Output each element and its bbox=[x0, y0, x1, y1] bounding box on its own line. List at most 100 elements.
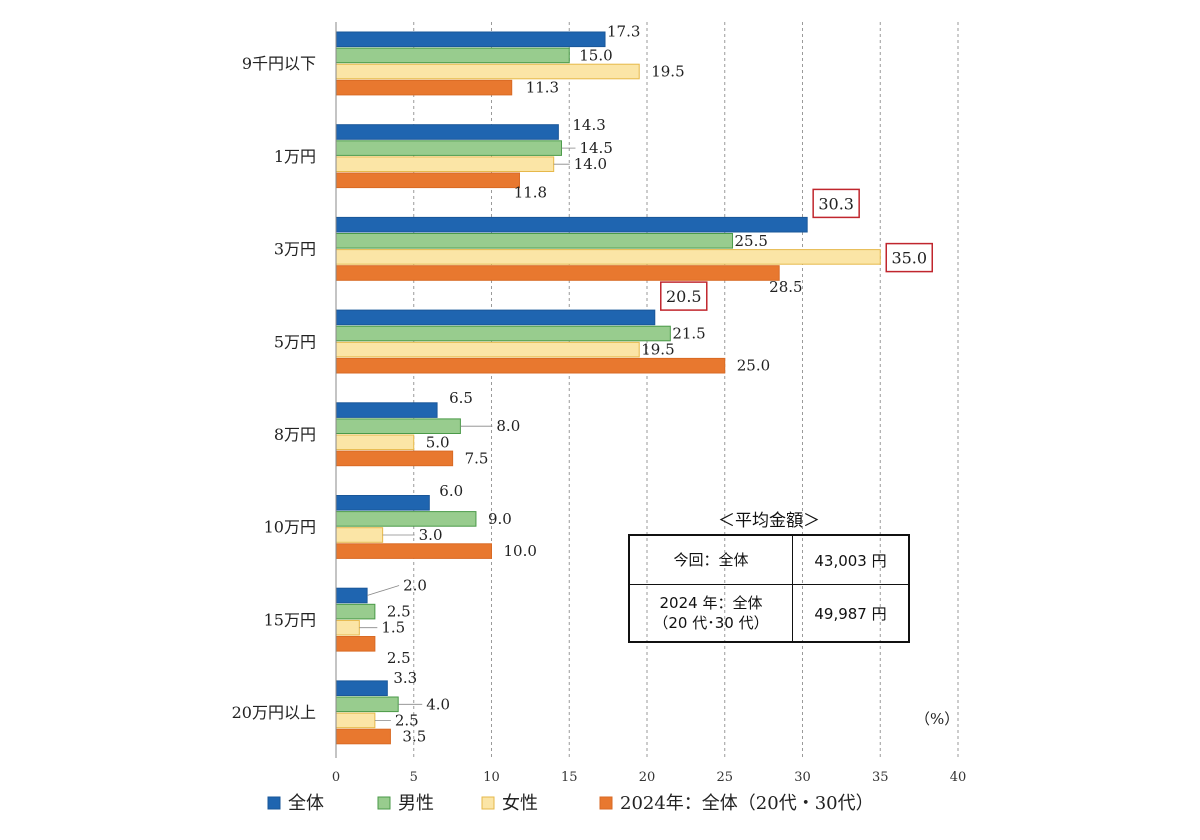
bar bbox=[335, 325, 671, 342]
bar bbox=[335, 233, 734, 249]
bar bbox=[335, 603, 376, 620]
bar bbox=[335, 47, 570, 64]
value-label: 4.0 bbox=[426, 695, 450, 713]
row-value: 43,003 円 bbox=[792, 534, 910, 585]
x-tick-label: 15 bbox=[561, 770, 578, 785]
bar bbox=[335, 140, 562, 156]
bar bbox=[335, 450, 454, 467]
bar bbox=[335, 341, 640, 358]
value-label: 6.5 bbox=[449, 389, 473, 407]
value-label: 1.5 bbox=[381, 619, 405, 637]
value-label: 14.5 bbox=[579, 139, 612, 157]
category-label: 8万円 bbox=[274, 425, 316, 444]
bar bbox=[335, 527, 384, 543]
value-label: 25.5 bbox=[735, 232, 768, 250]
bar bbox=[335, 156, 555, 172]
value-label: 19.5 bbox=[641, 341, 674, 359]
value-label: 28.5 bbox=[769, 278, 802, 296]
value-label: 2.5 bbox=[387, 603, 411, 621]
average-amount-table: 今回：全体 43,003 円 2024 年：全体 （20 代･30 代） 49,… bbox=[628, 534, 910, 643]
category-label: 15万円 bbox=[264, 610, 316, 629]
bar bbox=[335, 728, 391, 745]
x-tick-label: 0 bbox=[332, 770, 340, 785]
legend-label: 全体 bbox=[288, 793, 324, 814]
value-label: 14.3 bbox=[572, 116, 605, 134]
x-tick-label: 35 bbox=[872, 770, 889, 785]
legend-label: 男性 bbox=[398, 793, 434, 814]
bars bbox=[335, 31, 881, 745]
bar bbox=[335, 124, 559, 140]
bar bbox=[335, 543, 492, 559]
value-label: 19.5 bbox=[651, 63, 684, 81]
bar bbox=[335, 680, 388, 697]
legend-label: 2024年：全体（20代・30代） bbox=[620, 793, 874, 814]
value-label: 6.0 bbox=[439, 482, 463, 500]
value-label: 11.3 bbox=[526, 79, 559, 97]
legend-swatch bbox=[377, 796, 391, 810]
table-row: 今回：全体 43,003 円 bbox=[628, 534, 910, 585]
row-label-main: 2024 年：全体 bbox=[659, 594, 763, 612]
bar bbox=[335, 511, 477, 527]
bar bbox=[335, 357, 726, 374]
bar bbox=[335, 63, 640, 80]
value-label: 7.5 bbox=[465, 449, 489, 467]
value-label: 3.5 bbox=[402, 728, 426, 746]
x-tick-label: 10 bbox=[483, 770, 500, 785]
category-label: 10万円 bbox=[264, 518, 316, 537]
bar bbox=[335, 619, 360, 636]
average-amount-title: ＜平均金額＞ bbox=[718, 511, 820, 531]
bar bbox=[335, 434, 415, 451]
bar bbox=[335, 636, 376, 652]
bar bbox=[335, 402, 438, 418]
category-label: 5万円 bbox=[274, 332, 316, 351]
value-label: 11.8 bbox=[514, 183, 547, 201]
average-amount-box: ＜平均金額＞ 今回：全体 43,003 円 2024 年：全体 （20 代･30… bbox=[628, 508, 910, 643]
value-label: 35.0 bbox=[891, 249, 927, 268]
value-label: 10.0 bbox=[504, 542, 537, 560]
bar bbox=[335, 309, 656, 326]
bar bbox=[335, 495, 430, 511]
bar bbox=[335, 696, 399, 713]
legend-label: 女性 bbox=[502, 793, 538, 814]
value-label: 21.5 bbox=[672, 325, 705, 343]
x-tick-label: 5 bbox=[410, 770, 418, 785]
highlight-box bbox=[660, 281, 708, 311]
bar bbox=[335, 31, 606, 48]
legend-swatch bbox=[267, 796, 281, 810]
table-row: 2024 年：全体 （20 代･30 代） 49,987 円 bbox=[628, 584, 910, 643]
value-label: 2.5 bbox=[395, 711, 419, 729]
x-tick-label: 40 bbox=[950, 770, 967, 785]
value-label: 9.0 bbox=[488, 510, 512, 528]
highlight-box bbox=[812, 188, 860, 219]
row-label-sub: （20 代･30 代） bbox=[653, 614, 769, 632]
legend: 全体 男性 女性 2024年：全体（20代・30代） bbox=[267, 793, 874, 814]
legend-swatch bbox=[481, 796, 495, 810]
bar bbox=[335, 79, 513, 96]
x-unit-label: （%） bbox=[915, 710, 959, 728]
category-label: 1万円 bbox=[274, 147, 316, 166]
row-label: 今回：全体 bbox=[628, 534, 793, 585]
value-label: 2.0 bbox=[403, 577, 427, 595]
row-value: 49,987 円 bbox=[792, 584, 910, 643]
category-label: 20万円以上 bbox=[232, 703, 316, 722]
legend-swatch bbox=[599, 796, 613, 810]
bar bbox=[335, 249, 881, 265]
value-label: 17.3 bbox=[607, 22, 640, 40]
bar bbox=[335, 172, 520, 189]
x-tick-label: 30 bbox=[794, 770, 811, 785]
x-tick-label: 25 bbox=[716, 770, 733, 785]
bar bbox=[335, 712, 376, 729]
category-label: 3万円 bbox=[274, 240, 316, 259]
highlight-box bbox=[885, 242, 933, 273]
bar bbox=[335, 587, 368, 604]
value-label: 15.0 bbox=[579, 46, 612, 64]
bar bbox=[335, 216, 808, 233]
value-label: 8.0 bbox=[496, 417, 520, 435]
value-label: 5.0 bbox=[426, 433, 450, 451]
value-labels: 17.3 15.0 19.5 11.3 14.3 14.514.0 11.8 30.3 25.5… bbox=[359, 22, 933, 746]
category-label: 9千円以下 bbox=[242, 54, 316, 73]
bar bbox=[335, 418, 461, 434]
value-label: 30.3 bbox=[818, 194, 854, 213]
value-label: 25.0 bbox=[737, 357, 770, 375]
